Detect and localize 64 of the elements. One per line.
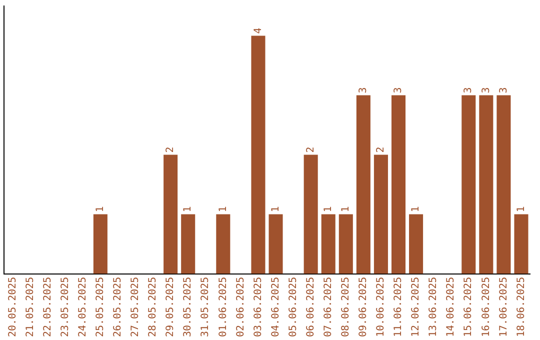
data-label: 3 (463, 87, 474, 94)
x-tick-label: 27.05.2025 (130, 276, 142, 338)
x-tick-label: 12.06.2025 (410, 276, 422, 338)
bar (321, 214, 336, 274)
x-tick-label: 25.05.2025 (95, 276, 106, 338)
data-label: 1 (340, 206, 352, 212)
x-tick-label: 05.06.2025 (288, 276, 299, 338)
data-label: 3 (480, 87, 492, 94)
bar (164, 154, 178, 274)
x-tick-label: 28.05.2025 (148, 276, 159, 338)
x-tick-label: 23.05.2025 (60, 276, 71, 338)
bar (514, 214, 528, 274)
bar (391, 95, 406, 274)
x-tick-label: 07.06.2025 (322, 276, 334, 338)
x-tick-label: 10.06.2025 (376, 276, 387, 338)
data-label: 2 (305, 146, 316, 153)
x-tick-label: 22.05.2025 (42, 276, 54, 338)
x-tick-label: 31.05.2025 (200, 276, 212, 338)
x-tick-label: 26.05.2025 (112, 276, 124, 338)
x-tick-label: 13.06.2025 (428, 276, 440, 338)
x-tick-label: 01.06.2025 (218, 276, 229, 338)
x-tick-label: 14.06.2025 (446, 276, 457, 338)
data-label: 1 (516, 206, 527, 212)
data-label: 1 (410, 206, 422, 212)
data-label: 3 (498, 87, 510, 94)
x-tick-label: 11.06.2025 (393, 276, 404, 338)
bar (304, 154, 318, 274)
x-tick-label: 30.05.2025 (182, 276, 194, 338)
data-label: 3 (358, 87, 370, 94)
data-label: 1 (95, 206, 106, 212)
bar (251, 36, 266, 274)
x-tick-label: 08.06.2025 (340, 276, 352, 338)
x-tick-label: 09.06.2025 (358, 276, 370, 338)
data-label: 3 (393, 87, 404, 94)
data-label: 2 (376, 146, 387, 153)
x-tick-label: 21.05.2025 (24, 276, 36, 338)
x-tick-label: 29.05.2025 (165, 276, 176, 338)
bar (479, 95, 494, 274)
x-tick-label: 20.05.2025 (7, 276, 18, 338)
bar (409, 214, 424, 274)
bar (216, 214, 230, 274)
bar (496, 95, 511, 274)
bar (181, 214, 196, 274)
bar (374, 154, 388, 274)
data-label: 1 (270, 206, 282, 212)
data-label: 2 (165, 146, 176, 153)
x-tick-label: 06.06.2025 (305, 276, 316, 338)
x-tick-label: 04.06.2025 (270, 276, 282, 338)
data-label: 4 (252, 28, 264, 34)
bar (93, 214, 108, 274)
x-tick-label: 24.05.2025 (77, 276, 88, 338)
x-tick-label: 15.06.2025 (463, 276, 474, 338)
x-tick-label: 03.06.2025 (252, 276, 264, 338)
data-label: 1 (182, 206, 194, 212)
bar (268, 214, 283, 274)
data-label: 1 (322, 206, 334, 212)
data-label: 1 (218, 206, 229, 212)
bar (338, 214, 353, 274)
bar (356, 95, 370, 274)
x-tick-label: 18.06.2025 (516, 276, 527, 338)
x-tick-label: 17.06.2025 (498, 276, 510, 338)
x-tick-label: 16.06.2025 (480, 276, 492, 338)
x-tick-label: 02.06.2025 (235, 276, 246, 338)
bar (462, 95, 476, 274)
